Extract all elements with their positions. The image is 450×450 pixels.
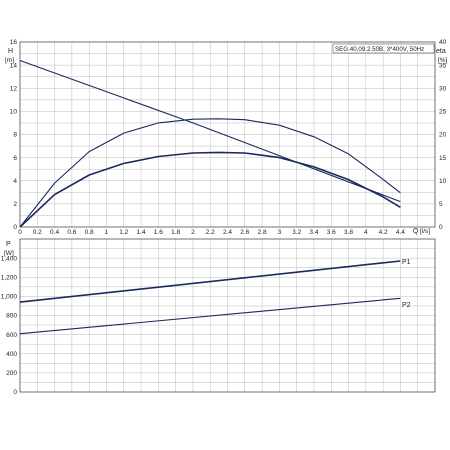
flow-tick-label: 2 xyxy=(191,229,195,236)
flow-tick-label: 0.6 xyxy=(67,229,76,236)
flow-tick-label: 3.4 xyxy=(309,229,318,236)
efficiency-tick-label: 30 xyxy=(439,85,447,92)
flow-tick-label: 3.6 xyxy=(327,229,336,236)
series-label-p2: P2 xyxy=(402,302,411,309)
head-efficiency-panel: 0 0.2 0.4 0.6 0.8 1 1.2 1.4 1.6 1.8 2 2.2 2.4 2.6 2.8 3… xyxy=(5,39,448,236)
flow-tick-label: 1 xyxy=(105,229,109,236)
power-tick-label: 800 xyxy=(6,313,17,320)
flow-tick-label: 3.8 xyxy=(344,229,353,236)
flow-tick-label: 4 xyxy=(364,229,368,236)
efficiency-axis-tick-labels: 0 5 10 15 20 25 30 35 40 xyxy=(439,39,447,231)
flow-tick-label: 0 xyxy=(18,229,22,236)
top-plot-frame xyxy=(19,41,436,228)
head-axis-tick-labels: 0 2 4 6 8 10 12 14 16 xyxy=(10,39,18,231)
series-label-p1: P1 xyxy=(402,259,411,266)
efficiency-tick-label: 0 xyxy=(439,224,443,231)
power-axis-label: P xyxy=(6,241,11,248)
head-tick-label: 2 xyxy=(13,201,17,208)
efficiency-axis-label: eta xyxy=(436,48,446,55)
top-x-tick-labels: 0 0.2 0.4 0.6 0.8 1 1.2 1.4 1.6 1.8 2 2.2 2.4 2.6 2.8 3… xyxy=(18,229,405,236)
power-tick-label: 1,200 xyxy=(1,274,18,281)
efficiency-tick-label: 35 xyxy=(439,62,447,69)
power-curve-p2 xyxy=(19,297,401,335)
power-axis-unit: [W] xyxy=(4,250,14,257)
power-curves xyxy=(19,260,401,335)
power-tick-label: 1,400 xyxy=(1,255,18,262)
flow-tick-label: 3 xyxy=(278,229,282,236)
power-tick-label: 600 xyxy=(6,332,17,339)
power-tick-label: 200 xyxy=(6,370,17,377)
head-tick-label: 14 xyxy=(10,62,18,69)
power-axis-tick-labels: 0 200 400 600 800 1,000 1,200 1,400 xyxy=(1,255,18,396)
power-tick-label: 0 xyxy=(13,389,17,396)
flow-tick-label: 2.6 xyxy=(240,229,249,236)
head-axis-unit: [m] xyxy=(5,57,14,64)
flow-tick-label: 1.4 xyxy=(137,229,146,236)
efficiency-curve xyxy=(19,118,401,228)
bottom-grid xyxy=(19,238,436,393)
efficiency-tick-label: 10 xyxy=(439,178,447,185)
head-axis-label: H xyxy=(8,48,13,55)
bottom-plot-frame xyxy=(19,238,436,393)
top-curves xyxy=(19,59,401,228)
efficiency-tick-label: 5 xyxy=(439,201,443,208)
head-tick-label: 4 xyxy=(13,178,17,185)
flow-tick-label: 1.2 xyxy=(119,229,128,236)
flow-tick-label: 0.4 xyxy=(50,229,59,236)
flow-tick-label: 4.4 xyxy=(396,229,405,236)
power-panel: 0 200 400 600 800 1,000 1,200 1,400 P [W] P1 P2 xyxy=(1,238,436,396)
head-tick-label: 16 xyxy=(10,39,18,46)
power-tick-label: 400 xyxy=(6,351,17,358)
head-curve xyxy=(19,151,401,228)
system-line xyxy=(19,59,401,203)
head-tick-label: 10 xyxy=(10,109,18,116)
efficiency-tick-label: 25 xyxy=(439,109,447,116)
chart-title: SEG.40.09.2.50B, 3*400V, 50Hz xyxy=(335,46,424,53)
flow-tick-label: 2.2 xyxy=(206,229,215,236)
flow-tick-label: 0.2 xyxy=(33,229,42,236)
efficiency-tick-label: 40 xyxy=(439,39,447,46)
flow-tick-label: 4.2 xyxy=(379,229,388,236)
flow-tick-label: 3.2 xyxy=(292,229,301,236)
head-tick-label: 8 xyxy=(13,132,17,139)
head-tick-label: 6 xyxy=(13,155,17,162)
flow-tick-label: 2.4 xyxy=(223,229,232,236)
head-tick-label: 12 xyxy=(10,85,18,92)
power-tick-label: 1,000 xyxy=(1,294,18,301)
flow-axis-label: Q xyxy=(413,228,419,235)
head-tick-label: 0 xyxy=(13,224,17,231)
flow-axis-unit: [l/s] xyxy=(420,228,430,235)
flow-tick-label: 1.8 xyxy=(171,229,180,236)
power-curve-p1 xyxy=(19,260,401,303)
flow-tick-label: 1.6 xyxy=(154,229,163,236)
title-box xyxy=(332,43,435,54)
flow-tick-label: 0.8 xyxy=(85,229,94,236)
efficiency-axis-unit: [%] xyxy=(438,57,448,64)
efficiency-tick-label: 20 xyxy=(439,132,447,139)
flow-tick-label: 2.8 xyxy=(258,229,267,236)
efficiency-tick-label: 15 xyxy=(439,155,447,162)
